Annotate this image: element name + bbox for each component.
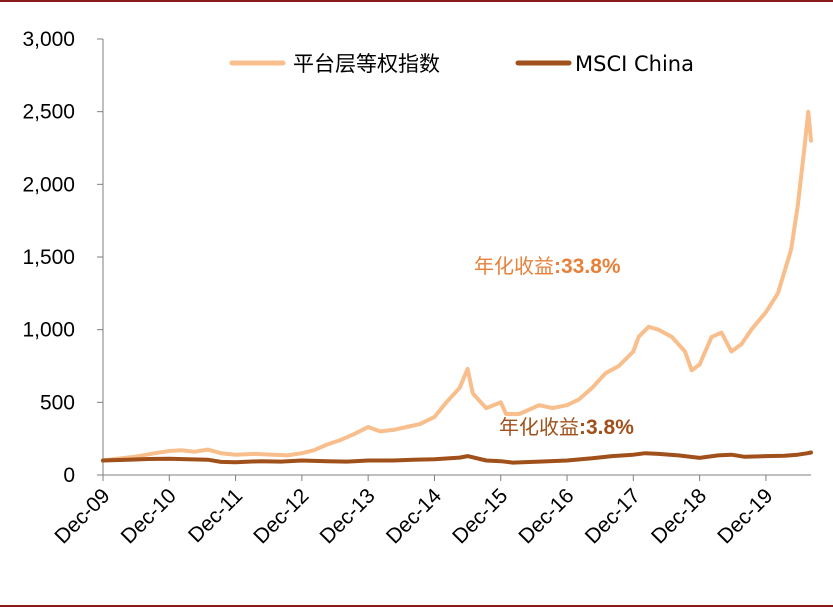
y-tick-label: 1,000 (22, 319, 75, 342)
annotation-msci-sep: : (579, 416, 586, 439)
legend: 平台层等权指数 MSCI China (229, 52, 694, 76)
y-tick-label: 2,500 (22, 101, 75, 124)
x-tick-label: Dec-13 (316, 484, 380, 548)
series-line-msci-china (101, 450, 813, 465)
svg-text:年化收益:33.8%: 年化收益:33.8% (474, 254, 621, 278)
x-tick-label: Dec-19 (713, 484, 777, 548)
legend-label-platform: 平台层等权指数 (293, 52, 440, 76)
x-tick-label: Dec-11 (184, 484, 247, 547)
x-tick-label: Dec-09 (50, 484, 114, 548)
x-tick-label: Dec-12 (249, 484, 313, 548)
x-tick-label: Dec-18 (647, 484, 711, 548)
y-tick-label: 500 (40, 391, 75, 414)
legend-label-msci: MSCI China (575, 52, 694, 76)
annotation-msci-label: 年化收益 (499, 415, 579, 439)
x-tick-label: Dec-10 (117, 484, 181, 548)
annotation-platform-value: 33.8% (561, 255, 621, 278)
annotation-platform-label: 年化收益 (474, 254, 554, 278)
x-tick-label: Dec-17 (581, 484, 645, 548)
series-layer (101, 109, 813, 465)
y-tick-label: 1,500 (22, 246, 75, 269)
x-tick-label: Dec-16 (514, 484, 578, 548)
y-tick-label: 0 (63, 464, 75, 487)
series-line-platform-index (101, 109, 813, 463)
annotation-msci-value: 3.8% (586, 416, 634, 439)
y-tick-label: 2,000 (22, 173, 75, 196)
annotation-platform-return: 年化收益:33.8% (474, 254, 621, 278)
annotation-msci-return: 年化收益:3.8% (499, 415, 634, 439)
x-tick-label: Dec-15 (448, 484, 512, 548)
x-tick-label: Dec-14 (382, 484, 446, 548)
y-tick-label: 3,000 (22, 28, 75, 51)
svg-text:年化收益:3.8%: 年化收益:3.8% (499, 415, 634, 439)
annotation-platform-sep: : (554, 255, 561, 278)
